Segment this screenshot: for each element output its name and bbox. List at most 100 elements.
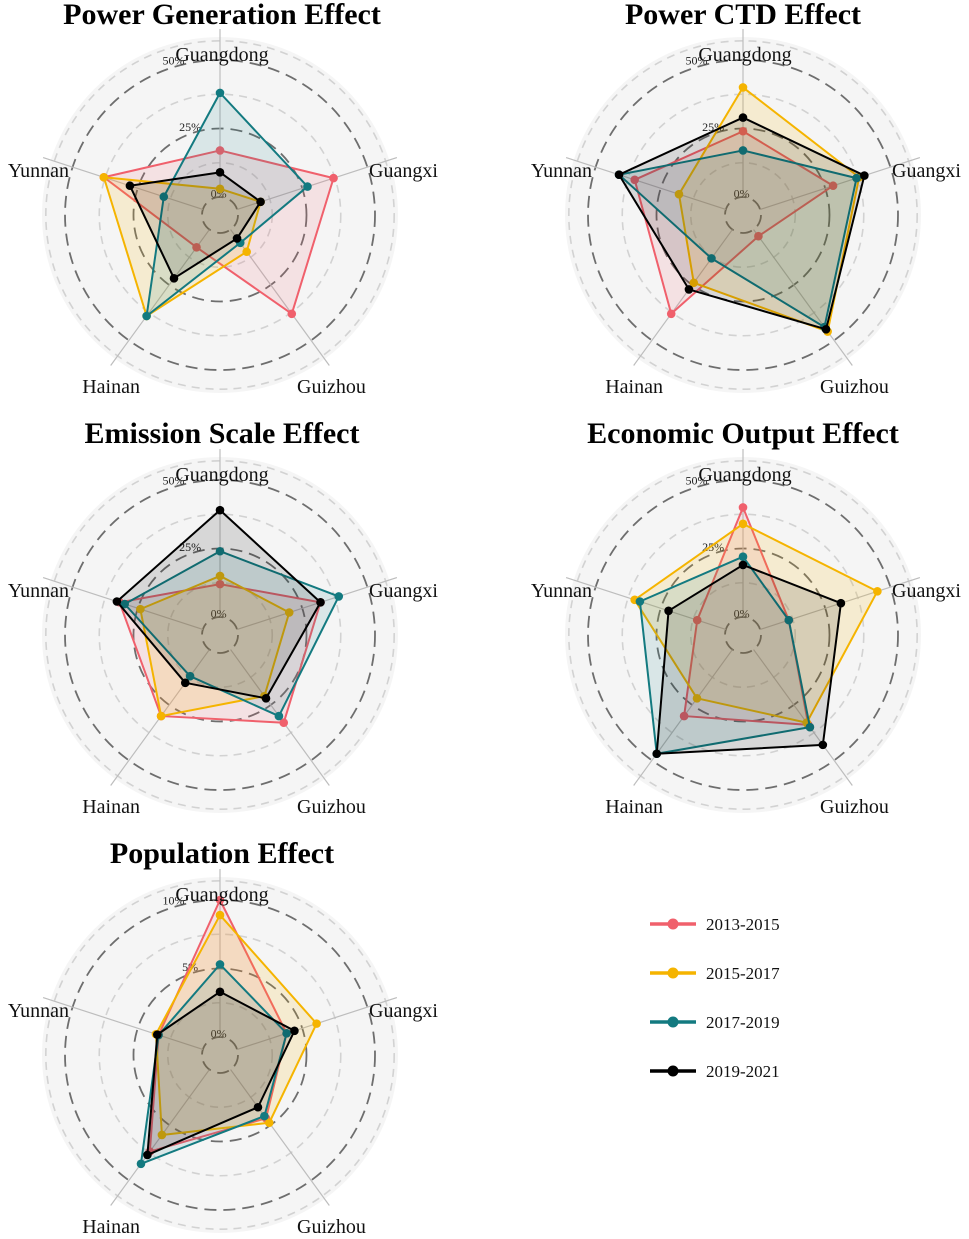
legend-label: 2019-2021: [706, 1062, 780, 1081]
data-point-guizhou-2019-2021: [232, 234, 242, 243]
data-point-guangxi-2019-2021: [316, 598, 325, 607]
minor-grid-ring: [45, 460, 395, 810]
chart-title: Power CTD Effect: [625, 0, 861, 31]
legend-label: 2013-2015: [706, 915, 780, 934]
tick-label: 50%: [163, 54, 185, 68]
legend-item-2013-2015: 2013-2015: [650, 915, 780, 934]
data-point-guangxi-2019-2021: [256, 197, 265, 207]
series-2013-2015: [630, 126, 838, 319]
tick-label: 10%: [163, 894, 185, 908]
tick-label: 0%: [211, 1027, 227, 1041]
series-polygon-2019-2021: [128, 171, 262, 280]
series-2013-2015: [99, 146, 338, 319]
axis-spoke-guizhou: [230, 1069, 330, 1206]
data-point-guangxi-2017-2019: [303, 182, 312, 191]
legend-label: 2015-2017: [706, 964, 780, 983]
data-point-guizhou-2019-2021: [821, 325, 831, 334]
data-point-guangxi-2013-2015: [828, 181, 838, 191]
axis-label-guangdong: Guangdong: [698, 464, 791, 486]
axis-spoke-guizhou: [753, 649, 853, 786]
data-point-guangdong-2013-2015: [215, 895, 225, 905]
data-point-guizhou-2019-2021: [818, 740, 828, 750]
data-point-hainan-2013-2015: [679, 711, 689, 721]
axis-label-guangxi: Guangxi: [892, 580, 961, 602]
series-2019-2021: [125, 168, 265, 283]
data-point-guangdong-2015-2017: [738, 519, 748, 529]
axis-spoke-guizhou: [753, 229, 853, 366]
data-point-guangxi-2019-2021: [836, 598, 846, 608]
data-point-yunnan-2019-2021: [664, 606, 673, 616]
tick-label: 25%: [702, 120, 724, 134]
data-point-guangxi-2017-2019: [282, 1029, 291, 1038]
data-point-guangdong-2017-2019: [215, 960, 225, 969]
axis-label-guangxi: Guangxi: [369, 580, 438, 602]
radar-panel-power-ctd-effect: 0% 25% 50%Guangdong Guangxi Guizhou Hainan Yun…: [531, 0, 961, 398]
axis-label-guangxi: Guangxi: [892, 160, 961, 182]
axis-label-hainan: Hainan: [605, 376, 663, 398]
data-point-guizhou-2017-2019: [274, 711, 284, 721]
legend-item-2019-2021: 2019-2021: [650, 1062, 780, 1081]
legend-swatch-marker: [667, 967, 679, 979]
legend-item-2015-2017: 2015-2017: [650, 964, 780, 983]
minor-grid-ring: [568, 460, 918, 810]
series-2015-2017: [136, 571, 294, 721]
data-point-yunnan-2019-2021: [112, 597, 122, 606]
axis-label-guizhou: Guizhou: [820, 376, 889, 398]
data-point-guangxi-2019-2021: [860, 171, 869, 180]
data-point-guangdong-2015-2017: [215, 910, 225, 920]
data-point-guangdong-2013-2015: [215, 579, 225, 589]
data-point-yunnan-2015-2017: [136, 604, 145, 614]
data-point-guangdong-2017-2019: [215, 546, 225, 556]
data-point-guizhou-2013-2015: [287, 309, 297, 319]
series-2017-2019: [136, 960, 291, 1169]
axis-label-guangxi: Guangxi: [369, 1000, 438, 1022]
series-polygon-2019-2021: [655, 563, 842, 755]
tick-label: 25%: [179, 540, 201, 554]
data-point-guangxi-2013-2015: [329, 173, 338, 183]
axis-label-hainan: Hainan: [82, 1216, 140, 1238]
series-2017-2019: [120, 546, 344, 721]
data-point-guangdong-2019-2021: [215, 505, 225, 515]
minor-grid-ring: [568, 40, 918, 390]
data-point-guangdong-2015-2017: [215, 571, 225, 581]
series-2019-2021: [143, 987, 299, 1160]
data-point-hainan-2017-2019: [136, 1159, 146, 1169]
data-point-guangdong-2017-2019: [738, 552, 748, 562]
data-point-guizhou-2013-2015: [279, 718, 289, 728]
chart-title: Emission Scale Effect: [85, 417, 360, 450]
data-point-guizhou-2019-2021: [261, 694, 271, 703]
chart-title: Economic Output Effect: [587, 417, 899, 450]
radar-background: [42, 457, 398, 813]
data-point-yunnan-2013-2015: [692, 615, 702, 625]
axis-label-guangdong: Guangdong: [698, 44, 791, 66]
data-point-yunnan-2019-2021: [125, 181, 135, 191]
minor-grid-ring: [98, 513, 342, 757]
radar-background: [42, 877, 398, 1233]
data-point-hainan-2017-2019: [707, 254, 716, 263]
legend: 2013-2015 2015-2017 2017-2019 2019-2021: [650, 915, 780, 1081]
series-polygon-2015-2017: [677, 86, 861, 333]
data-point-hainan-2019-2021: [169, 274, 179, 283]
data-point-yunnan-2017-2019: [120, 599, 130, 609]
data-point-guangxi-2015-2017: [284, 608, 294, 617]
axis-label-guizhou: Guizhou: [297, 796, 366, 818]
data-point-guangdong-2017-2019: [215, 88, 225, 98]
axis-label-guangdong: Guangdong: [175, 44, 268, 66]
data-point-yunnan-2019-2021: [614, 170, 624, 180]
series-2019-2021: [614, 113, 869, 334]
series-polygon-2015-2017: [139, 574, 291, 718]
series-polygon-2019-2021: [618, 116, 866, 331]
data-point-guangdong-2019-2021: [738, 560, 748, 570]
data-point-guizhou-2013-2015: [754, 231, 763, 241]
data-point-guangxi-2017-2019: [334, 592, 344, 601]
axis-spoke-yunnan: [42, 156, 204, 211]
legend-item-2017-2019: 2017-2019: [650, 1013, 780, 1032]
axis-label-yunnan: Yunnan: [531, 580, 592, 602]
data-point-hainan-2017-2019: [142, 311, 151, 321]
axis-spoke-yunnan: [42, 996, 204, 1051]
chart-title: Population Effect: [110, 837, 334, 870]
data-point-guangxi-2017-2019: [852, 173, 861, 183]
data-point-guangdong-2019-2021: [215, 987, 225, 997]
chart-title: Power Generation Effect: [63, 0, 381, 31]
